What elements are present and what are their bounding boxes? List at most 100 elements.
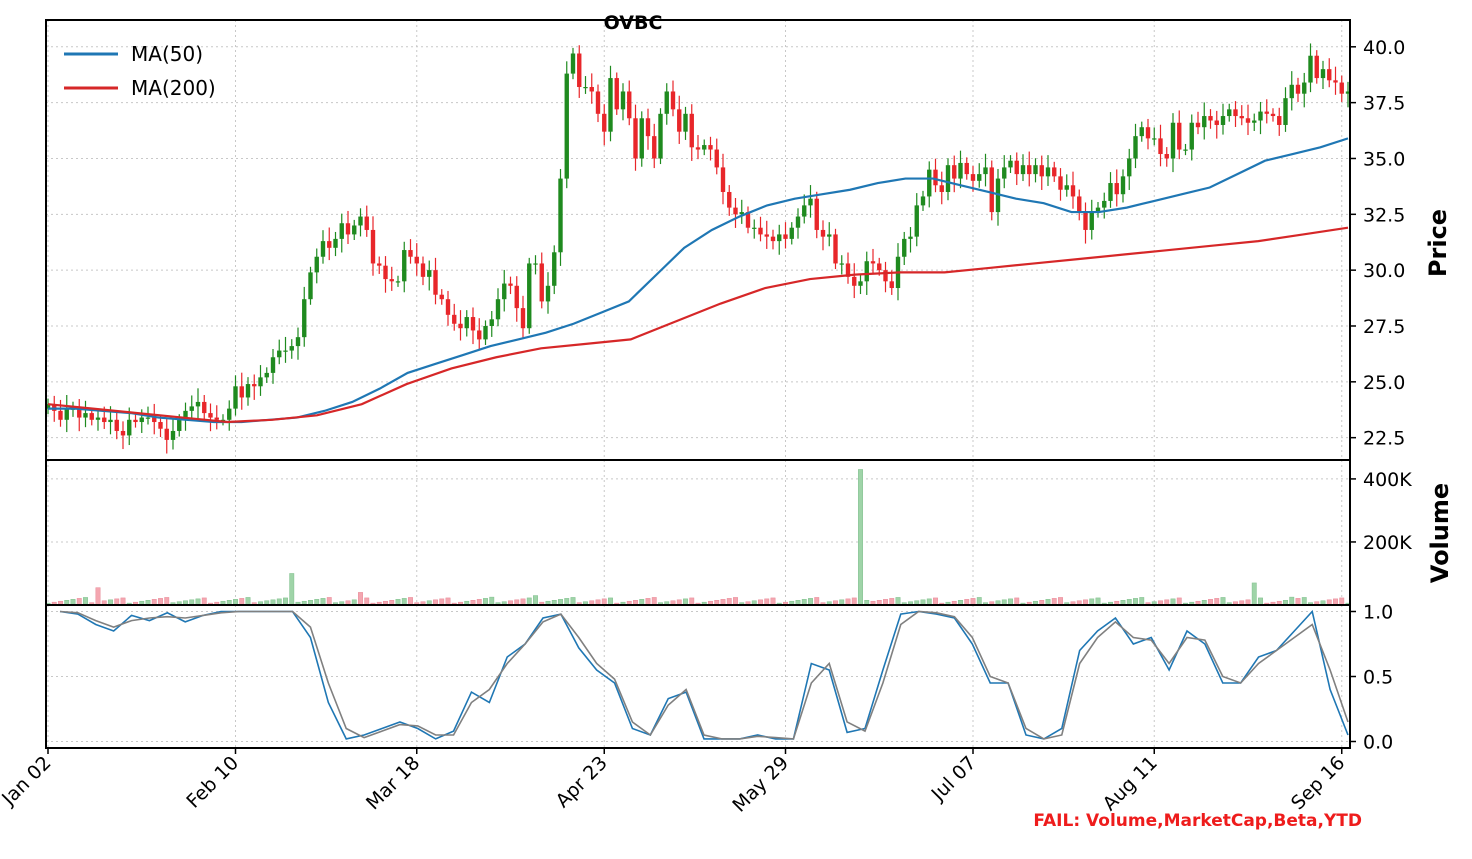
oscillator-tick-label: 0.5: [1363, 667, 1393, 689]
candle-body: [577, 53, 582, 88]
candle-body: [545, 285, 551, 302]
moving-averages: [47, 137, 1349, 424]
volume-bar: [1139, 597, 1145, 605]
oscillator-lines: [59, 609, 1349, 740]
volume-bar: [601, 598, 607, 605]
ma50-line: [48, 137, 1349, 424]
volume-bar: [445, 597, 451, 605]
volume-bar: [314, 599, 320, 605]
candle-body: [777, 234, 782, 242]
volume-bar: [639, 599, 645, 605]
candle-body: [52, 404, 57, 411]
candle-body: [933, 169, 938, 186]
volume-bar: [1058, 597, 1063, 605]
candle-body: [452, 314, 457, 324]
candle-body: [1033, 165, 1038, 175]
oscillator-tick-label: 1.0: [1363, 602, 1393, 624]
candle-body: [558, 178, 563, 253]
candle-body: [627, 91, 632, 119]
candle-body: [364, 216, 369, 230]
candle-body: [414, 256, 419, 264]
price-tick-label: 27.5: [1363, 316, 1405, 338]
candle-body: [145, 417, 151, 419]
volume-bar: [1158, 600, 1163, 605]
volume-bar: [1301, 597, 1307, 605]
candle-body: [527, 263, 532, 329]
candle-body: [708, 145, 713, 150]
volume-bar: [1239, 600, 1245, 605]
candle-body: [1108, 183, 1113, 201]
candle-body: [58, 410, 63, 420]
candle-body: [927, 169, 932, 197]
volume-bar: [501, 601, 507, 605]
candle-body: [864, 261, 869, 282]
candle-body: [1252, 120, 1257, 123]
candle-body: [1189, 122, 1194, 150]
volume-bar: [345, 600, 351, 605]
candle-body: [1089, 212, 1094, 230]
candle-body: [989, 167, 994, 213]
volume-bar: [1208, 599, 1213, 605]
volume-bar: [301, 600, 307, 605]
candle-body: [702, 145, 707, 150]
candle-body: [358, 216, 363, 226]
candle-body: [339, 223, 344, 239]
volume-bar: [526, 597, 532, 605]
candle-body: [1170, 122, 1176, 159]
candle-body: [177, 419, 182, 431]
x-tick-label: Feb 10: [182, 752, 243, 813]
candle-body: [395, 281, 401, 283]
candlesticks: [46, 43, 1350, 454]
candle-body: [1289, 84, 1294, 99]
volume-bar: [720, 599, 726, 605]
candle-body: [314, 256, 319, 273]
candle-body: [458, 323, 463, 329]
candle-body: [1327, 69, 1332, 81]
volume-bar: [801, 599, 807, 605]
volume-bar: [545, 600, 551, 605]
candle-body: [689, 113, 694, 148]
candle-body: [1308, 55, 1313, 83]
candle-body: [727, 191, 732, 208]
candle-body: [733, 207, 738, 215]
candle-body: [483, 325, 488, 340]
candle-body: [595, 91, 601, 114]
candle-body: [220, 419, 226, 421]
volume-bar: [989, 601, 995, 605]
candle-body: [114, 419, 119, 431]
candle-body: [877, 263, 882, 271]
candle-body: [570, 53, 576, 74]
candle-body: [1333, 80, 1338, 83]
oscillator-signal-line: [59, 610, 1349, 740]
volume-bar: [201, 597, 207, 605]
volume-bar: [1289, 596, 1295, 605]
volume-bar: [908, 601, 913, 605]
candle-body: [833, 234, 838, 264]
volume-bar: [176, 601, 182, 605]
candle-body: [445, 299, 451, 315]
volume-bar: [114, 598, 120, 605]
candle-body: [164, 428, 169, 440]
candle-body: [783, 234, 788, 239]
candle-body: [83, 413, 88, 418]
price-tick-label: 25.0: [1363, 372, 1405, 394]
candle-body: [1014, 160, 1019, 175]
candle-body: [102, 417, 107, 423]
candle-body: [939, 185, 944, 192]
candle-body: [189, 406, 194, 411]
volume-bar: [895, 597, 901, 605]
candle-body: [389, 279, 394, 282]
candle-body: [1183, 149, 1188, 151]
candle-body: [427, 270, 432, 277]
volume-bar: [151, 599, 157, 605]
candle-body: [402, 250, 407, 282]
volume-bar: [764, 598, 770, 605]
volume-bar: [826, 601, 832, 605]
price-tick-label: 35.0: [1363, 148, 1405, 170]
volume-bars: [46, 469, 1350, 605]
candle-body: [377, 263, 382, 266]
candle-body: [658, 113, 663, 159]
volume-bar: [233, 599, 238, 605]
candle-body: [1220, 116, 1226, 125]
